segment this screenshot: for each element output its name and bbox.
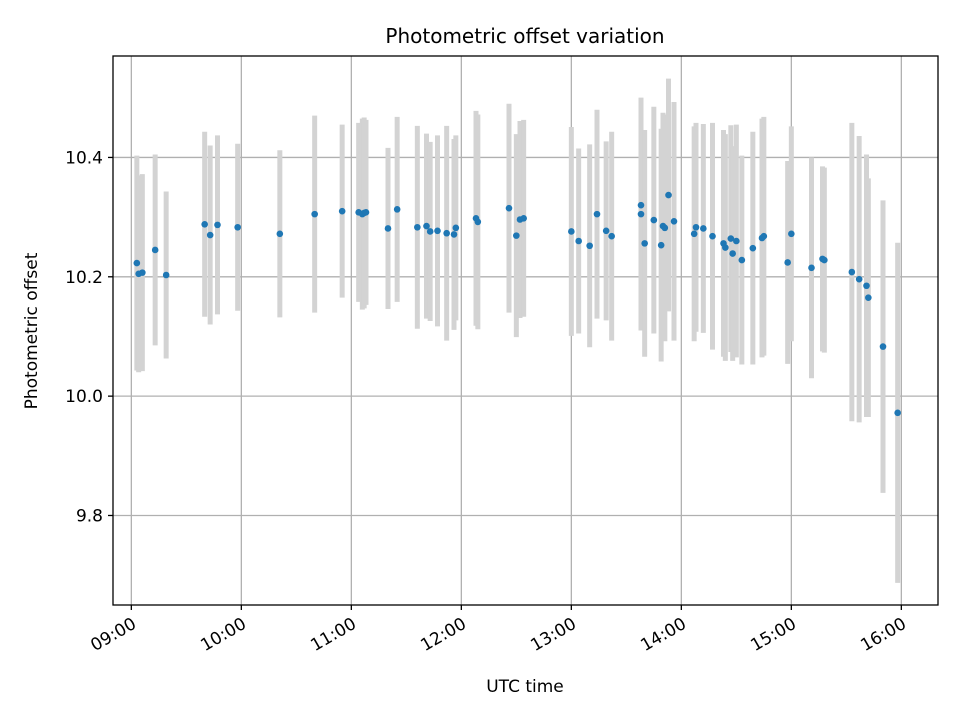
data-point	[133, 259, 141, 267]
data-point	[450, 231, 458, 238]
data-point	[443, 229, 450, 237]
data-point	[733, 237, 740, 245]
data-point	[520, 215, 527, 222]
y-axis-ticks: 9.8 10.0 10.2 10.4	[65, 148, 113, 526]
data-point	[414, 223, 421, 231]
data-point	[641, 240, 648, 247]
data-point	[749, 244, 757, 252]
data-point	[602, 227, 610, 235]
data-point	[848, 268, 856, 276]
data-points	[133, 191, 901, 417]
y-axis-label: Photometric offset	[22, 252, 42, 409]
data-point	[722, 244, 729, 251]
data-point	[513, 232, 520, 239]
data-point	[727, 235, 735, 242]
data-point	[452, 224, 460, 232]
data-point	[637, 210, 645, 218]
data-point	[821, 256, 828, 264]
data-point	[788, 230, 795, 238]
data-point	[362, 209, 370, 216]
data-point	[276, 230, 284, 238]
data-point	[670, 217, 678, 225]
data-point	[139, 269, 146, 276]
y-tick-label: 10.0	[65, 387, 103, 407]
chart-title: Photometric offset variation	[385, 24, 664, 48]
data-point	[474, 218, 482, 226]
data-point	[650, 216, 658, 224]
data-point	[738, 256, 746, 264]
data-point	[637, 201, 645, 209]
y-tick-label: 9.8	[76, 506, 103, 526]
data-point	[311, 210, 318, 218]
data-point	[214, 221, 221, 229]
data-point	[426, 228, 434, 235]
data-point	[709, 232, 716, 240]
data-point	[201, 220, 208, 228]
data-point	[661, 224, 669, 232]
data-point	[206, 231, 214, 239]
data-point	[505, 204, 513, 212]
data-point	[234, 223, 241, 231]
data-point	[384, 225, 392, 232]
data-point	[808, 264, 815, 272]
data-point	[690, 230, 698, 238]
x-axis-label: UTC time	[486, 677, 564, 697]
data-point	[393, 206, 401, 213]
data-point	[879, 343, 887, 350]
data-point	[586, 242, 593, 250]
data-point	[894, 409, 901, 417]
y-tick-label: 10.2	[65, 268, 103, 288]
data-point	[568, 228, 575, 235]
data-point	[665, 191, 672, 199]
data-point	[863, 282, 870, 290]
data-point	[729, 250, 736, 257]
data-point	[575, 237, 582, 245]
data-point	[760, 232, 768, 240]
data-point	[608, 232, 615, 240]
data-point	[855, 275, 863, 283]
data-point	[700, 225, 707, 232]
data-point	[692, 223, 700, 231]
data-point	[657, 241, 665, 249]
data-point	[865, 294, 872, 301]
data-point	[784, 259, 791, 266]
data-point	[338, 207, 346, 215]
data-point	[423, 222, 430, 230]
plot-frame	[112, 55, 939, 606]
data-point	[434, 227, 441, 235]
data-point	[162, 271, 170, 279]
data-point	[593, 210, 601, 218]
y-tick-label: 10.4	[65, 148, 103, 168]
data-point	[151, 246, 159, 254]
